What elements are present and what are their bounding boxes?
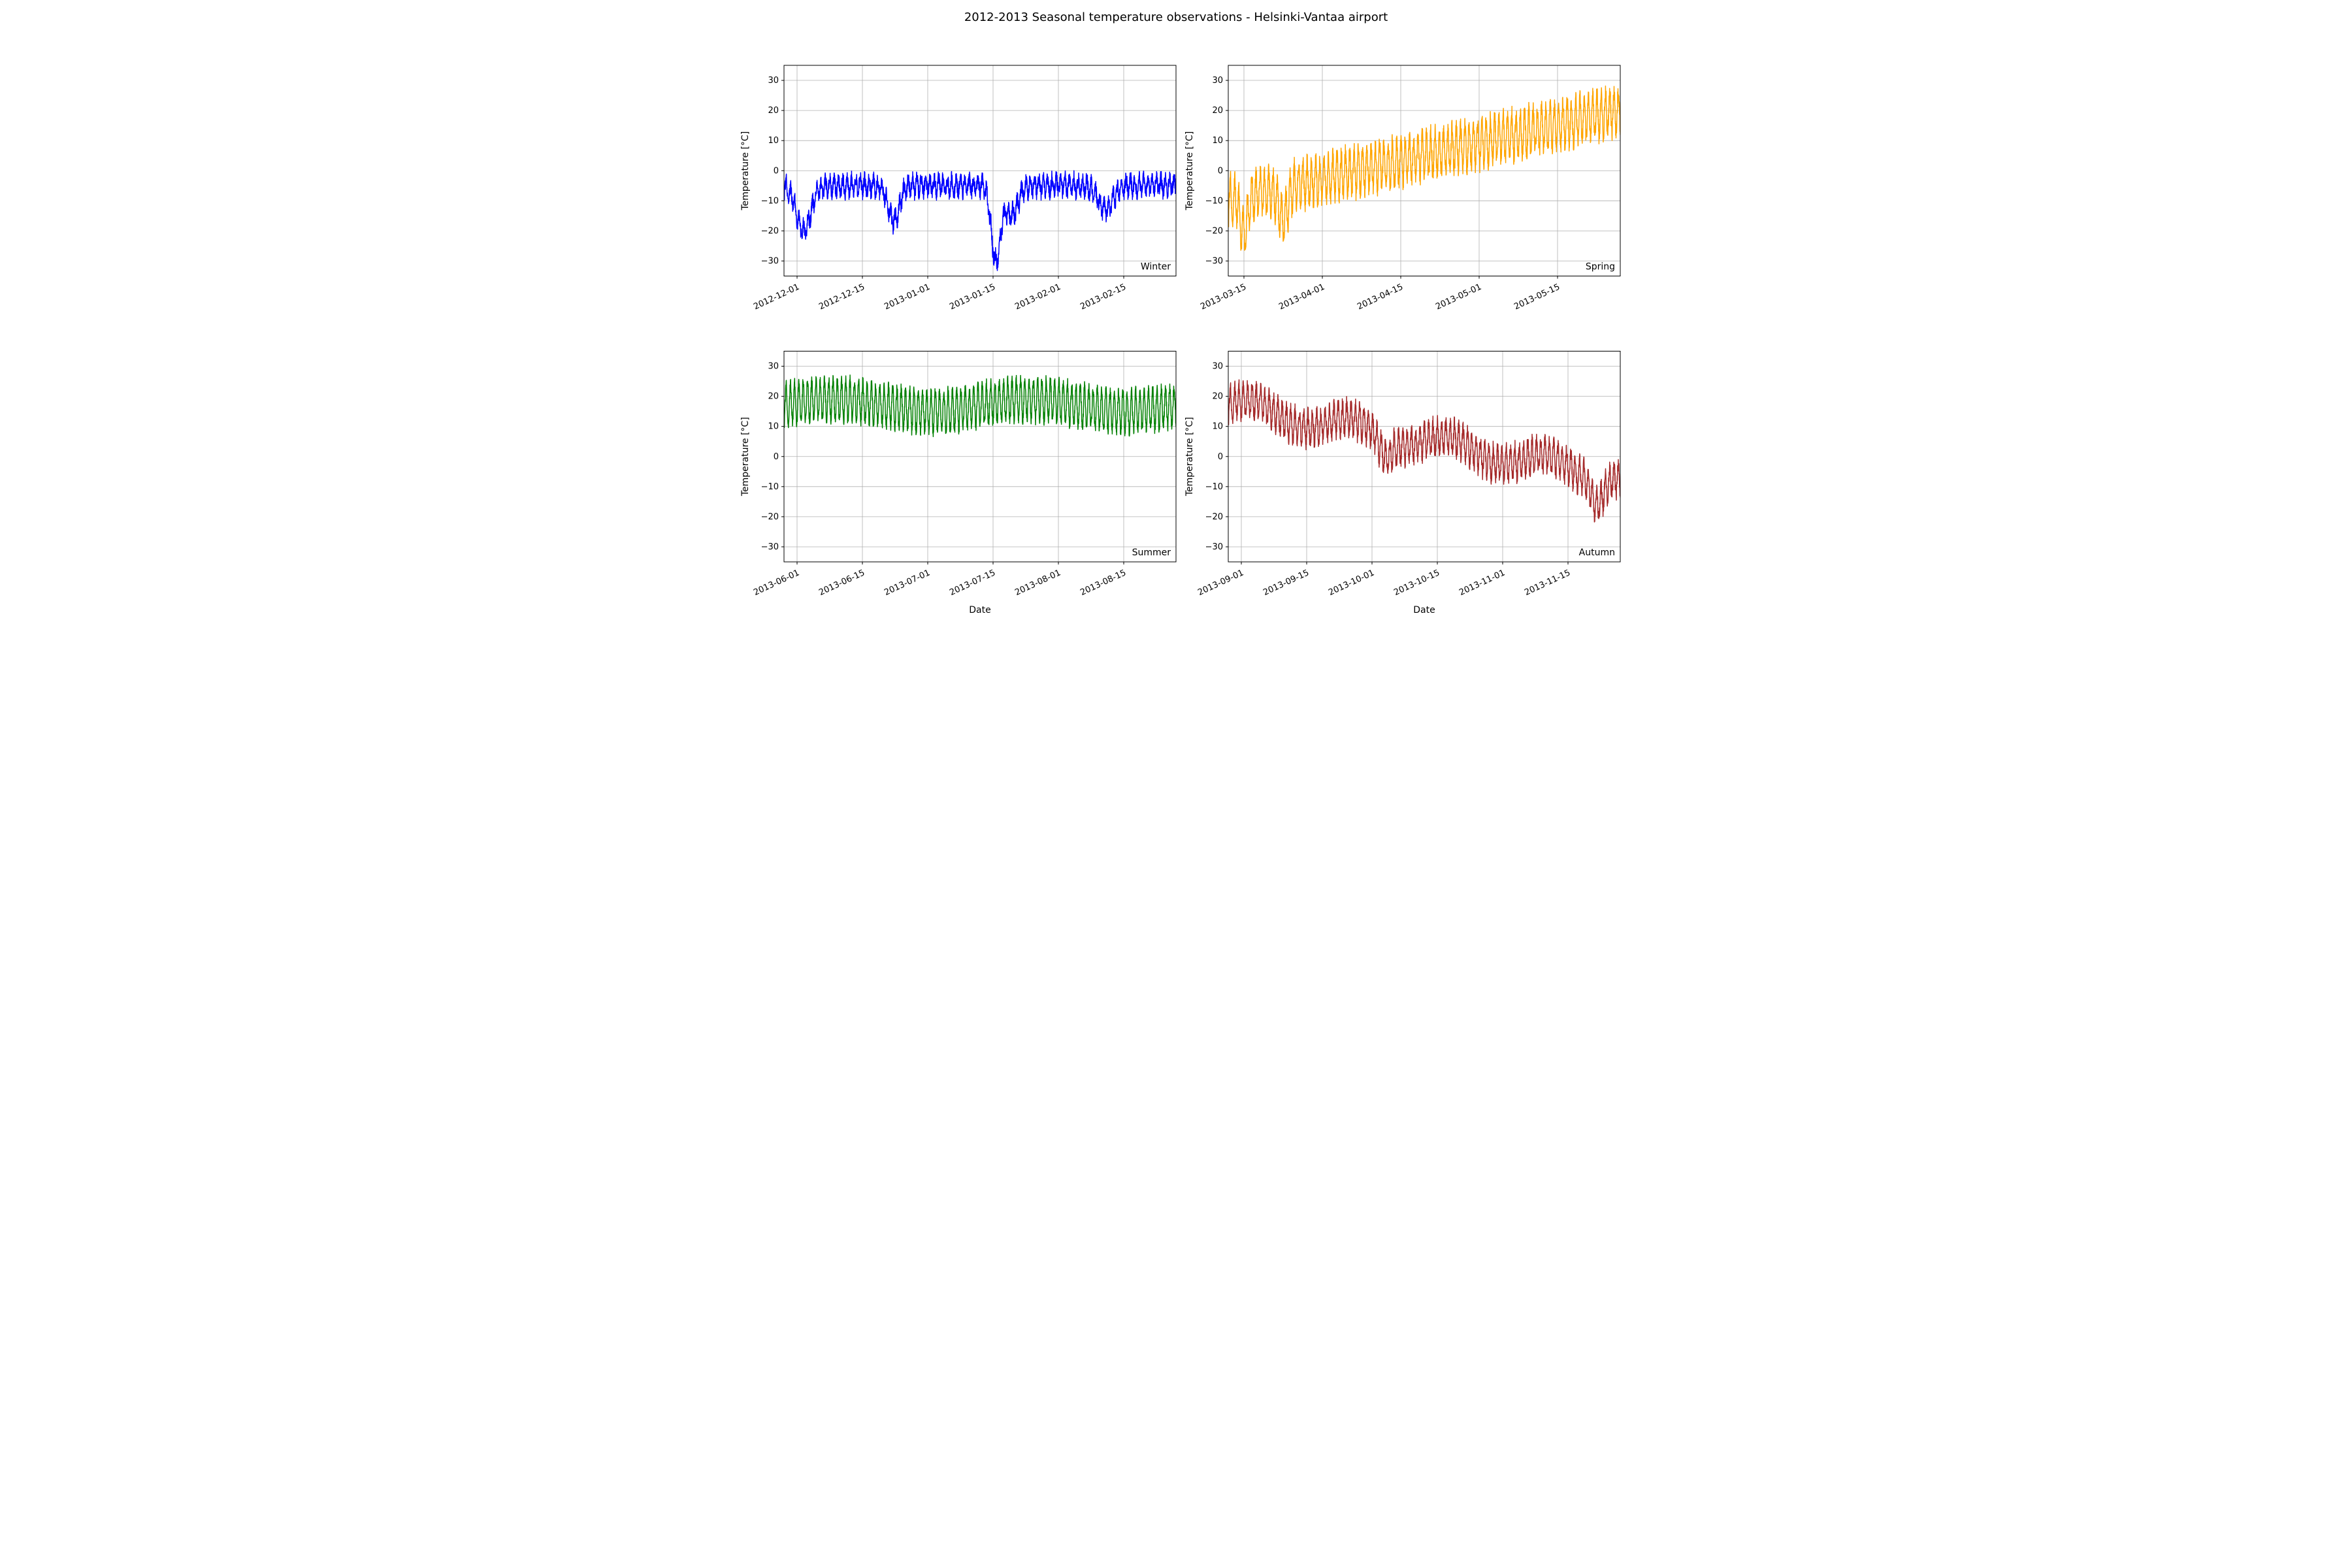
ytick-label: −20	[1205, 226, 1223, 236]
y-axis-label: Temperature [°C]	[740, 131, 751, 211]
ytick-label: 30	[1212, 76, 1223, 86]
ytick-label: −10	[1205, 196, 1223, 206]
ytick-label: 20	[1212, 106, 1223, 116]
ytick-label: 10	[768, 422, 779, 432]
ytick-label: 10	[1212, 136, 1223, 146]
ytick-label: 20	[768, 392, 779, 402]
ytick-label: 10	[768, 136, 779, 146]
x-axis-label: Date	[1413, 605, 1435, 615]
ytick-label: 20	[1212, 392, 1223, 402]
ytick-label: 0	[774, 166, 779, 176]
ytick-label: 10	[1212, 422, 1223, 432]
ytick-label: 30	[768, 362, 779, 372]
ytick-label: −30	[761, 542, 779, 552]
panel-label-winter: Winter	[1141, 262, 1171, 272]
ytick-label: −20	[1205, 512, 1223, 522]
ytick-label: −10	[1205, 482, 1223, 492]
ytick-label: −10	[761, 196, 779, 206]
figure-suptitle: 2012-2013 Seasonal temperature observati…	[964, 10, 1388, 24]
ytick-label: 30	[1212, 362, 1223, 372]
y-axis-label: Temperature [°C]	[740, 417, 751, 497]
seasonal-temperature-figure: 2012-2013 Seasonal temperature observati…	[706, 0, 1646, 627]
x-axis-label: Date	[969, 605, 990, 615]
ytick-label: −30	[1205, 256, 1223, 266]
ytick-label: 20	[768, 106, 779, 116]
ytick-label: −20	[761, 512, 779, 522]
ytick-label: −10	[761, 482, 779, 492]
ytick-label: 30	[768, 76, 779, 86]
ytick-label: 0	[1218, 452, 1223, 462]
ytick-label: −30	[1205, 542, 1223, 552]
ytick-label: −20	[761, 226, 779, 236]
ytick-label: −30	[761, 256, 779, 266]
y-axis-label: Temperature [°C]	[1184, 417, 1195, 497]
panel-label-spring: Spring	[1586, 262, 1615, 272]
y-axis-label: Temperature [°C]	[1184, 131, 1195, 211]
panel-label-summer: Summer	[1132, 547, 1171, 558]
ytick-label: 0	[1218, 166, 1223, 176]
ytick-label: 0	[774, 452, 779, 462]
panel-label-autumn: Autumn	[1579, 547, 1615, 558]
